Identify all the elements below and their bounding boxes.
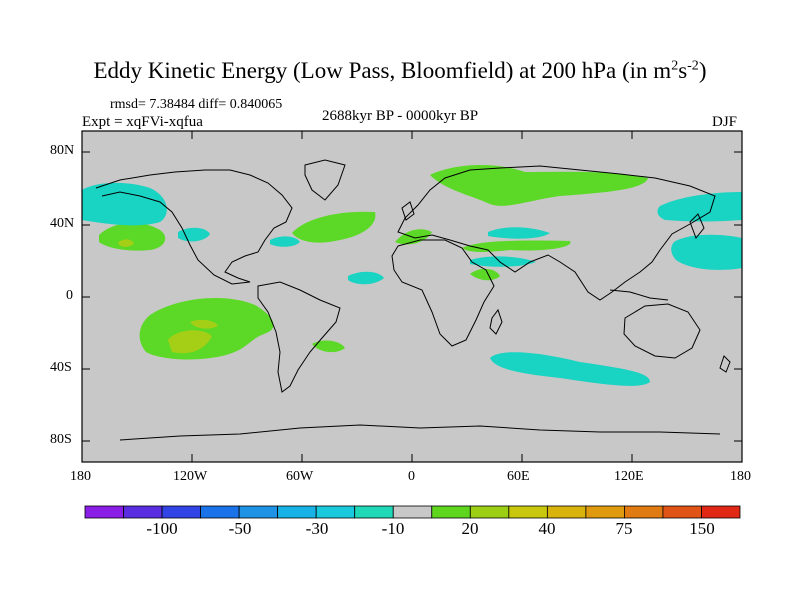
y-axis-ticks bbox=[82, 151, 742, 442]
colorbar-label: -100 bbox=[146, 519, 178, 538]
colorbar-swatch bbox=[354, 505, 394, 519]
experiment-label: Expt = xqFVi-xqfua bbox=[82, 114, 203, 130]
colorbar-swatch bbox=[585, 505, 625, 519]
anomaly-region-north-africa bbox=[395, 229, 432, 245]
colorbar bbox=[84, 505, 741, 519]
x-tick-label: 120E bbox=[614, 469, 644, 484]
coast-antarctica bbox=[119, 424, 721, 441]
anomaly-region-atlantic-cyan bbox=[270, 236, 300, 247]
coast-africa bbox=[391, 239, 495, 347]
period-label: 2688kyr BP - 0000kyr BP bbox=[322, 108, 479, 124]
colorbar-swatch bbox=[315, 505, 356, 519]
anomaly-region-europe bbox=[430, 164, 648, 206]
colorbar-swatch bbox=[624, 505, 664, 519]
colorbar-label: 20 bbox=[461, 519, 479, 538]
colorbar-swatch bbox=[546, 505, 587, 519]
coast-australia bbox=[623, 303, 701, 359]
y-tick-label: 40N bbox=[50, 216, 75, 231]
coast-madagascar bbox=[489, 308, 503, 335]
coast-japan bbox=[689, 213, 705, 239]
coast-new-zealand bbox=[719, 355, 731, 373]
x-tick-label: 180 bbox=[730, 469, 751, 484]
anomaly-region-indian-ocean bbox=[470, 268, 500, 281]
anomaly-region-north-america-cyan bbox=[178, 227, 210, 242]
coastlines bbox=[95, 159, 731, 441]
y-tick-label: 40S bbox=[50, 360, 72, 375]
anomaly-region-arabia-cyan bbox=[470, 256, 536, 267]
anomaly-region-mediterranean-cyan bbox=[488, 227, 550, 239]
colorbar-swatch bbox=[84, 505, 124, 519]
negative-anomaly-regions bbox=[82, 182, 742, 386]
x-tick-label: 60E bbox=[507, 469, 530, 484]
colorbar-swatch bbox=[701, 505, 741, 519]
season-label: DJF bbox=[712, 114, 738, 130]
colorbar-label: -30 bbox=[305, 519, 329, 538]
coast-europe-asia bbox=[397, 165, 716, 301]
stats-text: rmsd= 7.38484 diff= 0.840065 bbox=[110, 97, 283, 112]
colorbar-swatch bbox=[123, 505, 163, 519]
colorbar-swatch bbox=[431, 505, 471, 519]
colorbar-label: 40 bbox=[538, 519, 556, 538]
anomaly-region-atlantic-equator-cyan bbox=[348, 271, 384, 285]
colorbar-label: -50 bbox=[228, 519, 252, 538]
colorbar-swatch bbox=[508, 505, 548, 519]
colorbar-label: 150 bbox=[689, 519, 715, 538]
colorbar-swatch bbox=[200, 505, 240, 519]
x-tick-label: 60W bbox=[286, 469, 314, 484]
colorbar-swatch bbox=[469, 505, 510, 519]
coast-uk bbox=[401, 201, 415, 221]
anomaly-region-south-america bbox=[312, 340, 345, 353]
x-tick-label: 180 bbox=[70, 469, 91, 484]
x-axis-ticks bbox=[81, 131, 743, 462]
colorbar-swatch bbox=[161, 505, 201, 519]
coast-north-america bbox=[95, 169, 293, 285]
x-tick-label: 120W bbox=[173, 469, 208, 484]
plot-title: Eddy Kinetic Energy (Low Pass, Bloomfiel… bbox=[93, 58, 707, 83]
anomaly-region-west-pacific-cyan bbox=[671, 234, 742, 270]
coast-south-america bbox=[257, 281, 341, 393]
y-tick-label: 80N bbox=[50, 143, 75, 158]
colorbar-swatch bbox=[662, 505, 702, 519]
y-tick-label: 80S bbox=[50, 432, 72, 447]
anomaly-region-north-pacific bbox=[99, 222, 166, 251]
colorbar-label: -10 bbox=[381, 519, 405, 538]
anomaly-region-middle-east bbox=[462, 240, 571, 252]
x-tick-label: 0 bbox=[408, 469, 415, 484]
y-tick-label: 0 bbox=[66, 288, 73, 303]
colorbar-swatch bbox=[277, 505, 317, 519]
coast-indonesia bbox=[609, 289, 669, 301]
anomaly-region-pacific-east bbox=[118, 239, 134, 247]
coast-greenland bbox=[304, 159, 346, 201]
anomaly-region-north-atlantic bbox=[292, 211, 376, 243]
positive-anomaly-regions bbox=[99, 164, 648, 360]
colorbar-swatch bbox=[392, 505, 433, 519]
colorbar-swatch bbox=[238, 505, 279, 519]
anomaly-region-south-pacific-core-2 bbox=[190, 319, 218, 329]
anomaly-region-japan-cyan bbox=[657, 192, 742, 222]
colorbar-label: 75 bbox=[615, 519, 633, 538]
anomaly-region-south-pacific-core bbox=[168, 330, 212, 354]
anomaly-region-southern-ocean-cyan bbox=[490, 352, 650, 386]
anomaly-region-north-pacific-cyan bbox=[82, 182, 167, 226]
